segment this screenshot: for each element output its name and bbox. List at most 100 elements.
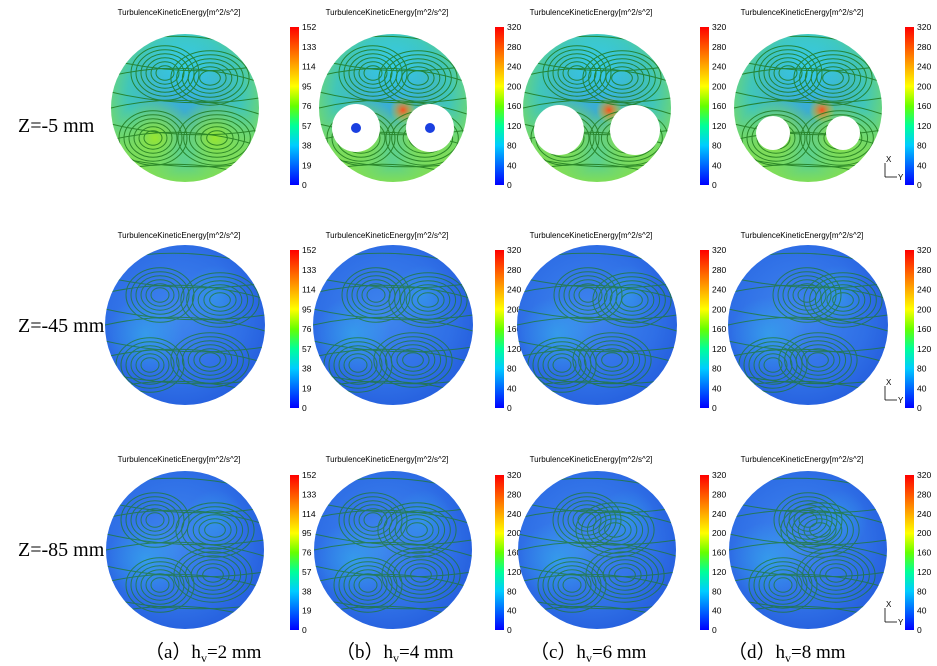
colorbar-tick-label: 200	[507, 81, 521, 91]
probe-hole	[534, 105, 584, 155]
colorbar-tick-label: 80	[917, 364, 927, 374]
column-label-b: （b）hv=4 mm	[336, 641, 454, 665]
colorbar	[905, 27, 914, 185]
colorbar-tick-label: 40	[917, 160, 927, 170]
colorbar-tick-label: 0	[302, 180, 307, 190]
colorbar-tick-label: 280	[917, 42, 931, 52]
colorbar-tick-label: 0	[712, 625, 717, 635]
colorbar-tick-label: 240	[712, 62, 726, 72]
colorbar-title: TurbulenceKineticEnergy[m^2/s^2]	[741, 231, 864, 240]
colorbar-tick-label: 38	[302, 364, 312, 374]
colorbar-tick-label: 114	[302, 62, 316, 72]
colorbar-tick-label: 80	[917, 586, 927, 596]
colorbar	[905, 475, 914, 630]
axis-label-y: Y	[898, 173, 904, 182]
probe-core	[351, 123, 361, 133]
probe-hole	[756, 116, 790, 150]
colorbar-tick-label: 120	[917, 121, 931, 131]
colorbar-tick-label: 240	[917, 62, 931, 72]
panel-r3-c4: TurbulenceKineticEnergy[m^2/s^2] 320 280 24…	[729, 455, 931, 635]
colorbar-tick-label: 80	[712, 141, 722, 151]
colorbar-tick-label: 114	[302, 509, 316, 519]
colorbar-tick-label: 120	[507, 344, 521, 354]
colorbar-tick-label: 280	[917, 265, 931, 275]
colorbar-tick-label: 76	[302, 101, 312, 111]
colorbar-tick-label: 114	[302, 285, 316, 295]
axis-label-x: X	[886, 378, 892, 387]
colorbar-tick-label: 80	[712, 364, 722, 374]
probe-core	[425, 123, 435, 133]
colorbar	[905, 250, 914, 408]
colorbar-tick-label: 38	[302, 586, 312, 596]
colorbar	[700, 475, 709, 630]
colorbar-title: TurbulenceKineticEnergy[m^2/s^2]	[118, 231, 241, 240]
colorbar-tick-label: 160	[712, 548, 726, 558]
panel-r3-c2: TurbulenceKineticEnergy[m^2/s^2] 320 280 24…	[314, 455, 521, 635]
colorbar-tick-label: 240	[507, 62, 521, 72]
column-label-c: （c）hv=6 mm	[530, 641, 647, 665]
colorbar-tick-label: 160	[507, 548, 521, 558]
colorbar-title: TurbulenceKineticEnergy[m^2/s^2]	[118, 8, 241, 17]
colorbar-tick-label: 76	[302, 324, 312, 334]
panel-r1-c1: TurbulenceKineticEnergy[m^2/s^2] 152 133 11…	[111, 8, 316, 190]
axis-triad: XY	[884, 378, 904, 405]
colorbar	[290, 250, 299, 408]
colorbar-tick-label: 200	[712, 528, 726, 538]
panel-grid: TurbulenceKineticEnergy[m^2/s^2] 152 133 11…	[105, 8, 931, 635]
colorbar-tick-label: 200	[712, 81, 726, 91]
colorbar-tick-label: 280	[712, 489, 726, 499]
colorbar-tick-label: 0	[917, 403, 922, 413]
colorbar-tick-label: 240	[507, 285, 521, 295]
colorbar-title: TurbulenceKineticEnergy[m^2/s^2]	[326, 231, 449, 240]
colorbar-tick-label: 240	[712, 285, 726, 295]
colorbar-tick-label: 200	[507, 304, 521, 314]
probe-hole	[610, 105, 660, 155]
colorbar-tick-label: 40	[917, 383, 927, 393]
colorbar-tick-label: 280	[507, 42, 521, 52]
streamlines	[313, 252, 473, 396]
colorbar-tick-label: 19	[302, 606, 312, 616]
colorbar-tick-label: 40	[712, 606, 722, 616]
colorbar-tick-label: 19	[302, 383, 312, 393]
panel-r3-c3: TurbulenceKineticEnergy[m^2/s^2] 320 280 24…	[518, 455, 726, 635]
streamlines	[105, 252, 265, 396]
colorbar-tick-label: 280	[507, 265, 521, 275]
colorbar-tick-label: 76	[302, 548, 312, 558]
colorbar-title: TurbulenceKineticEnergy[m^2/s^2]	[530, 231, 653, 240]
streamlines	[106, 477, 264, 621]
colorbar-tick-label: 320	[507, 470, 521, 480]
colorbar-tick-label: 19	[302, 160, 312, 170]
colorbar-tick-label: 120	[917, 344, 931, 354]
colorbar-tick-label: 320	[712, 22, 726, 32]
colorbar-tick-label: 280	[917, 489, 931, 499]
colorbar-tick-label: 80	[712, 586, 722, 596]
column-label-d: （d）hv=8 mm	[728, 641, 846, 665]
colorbar-tick-label: 57	[302, 121, 312, 131]
colorbar-tick-label: 0	[917, 625, 922, 635]
colorbar-tick-label: 240	[917, 509, 931, 519]
panel-r2-c4: TurbulenceKineticEnergy[m^2/s^2] 320 280 24…	[728, 231, 931, 413]
colorbar	[290, 475, 299, 630]
colorbar-tick-label: 57	[302, 344, 312, 354]
colorbar-tick-label: 200	[917, 81, 931, 91]
colorbar-tick-label: 240	[507, 509, 521, 519]
colorbar-tick-label: 40	[917, 606, 927, 616]
colorbar	[290, 27, 299, 185]
colorbar-tick-label: 280	[712, 42, 726, 52]
colorbar-tick-label: 0	[917, 180, 922, 190]
probe-hole	[826, 116, 860, 150]
axis-label-x: X	[886, 600, 892, 609]
colorbar-tick-label: 152	[302, 22, 316, 32]
colorbar-tick-label: 152	[302, 470, 316, 480]
colorbar-tick-label: 320	[507, 245, 521, 255]
colorbar-tick-label: 160	[507, 324, 521, 334]
colorbar-tick-label: 0	[507, 180, 512, 190]
colorbar-tick-label: 40	[712, 160, 722, 170]
colorbar-tick-label: 280	[712, 265, 726, 275]
colorbar-tick-label: 240	[917, 285, 931, 295]
colorbar-tick-label: 40	[507, 160, 517, 170]
axis-triad: XY	[884, 600, 904, 627]
colorbar-tick-label: 280	[507, 489, 521, 499]
colorbar-title: TurbulenceKineticEnergy[m^2/s^2]	[741, 455, 864, 464]
colorbar-title: TurbulenceKineticEnergy[m^2/s^2]	[326, 455, 449, 464]
